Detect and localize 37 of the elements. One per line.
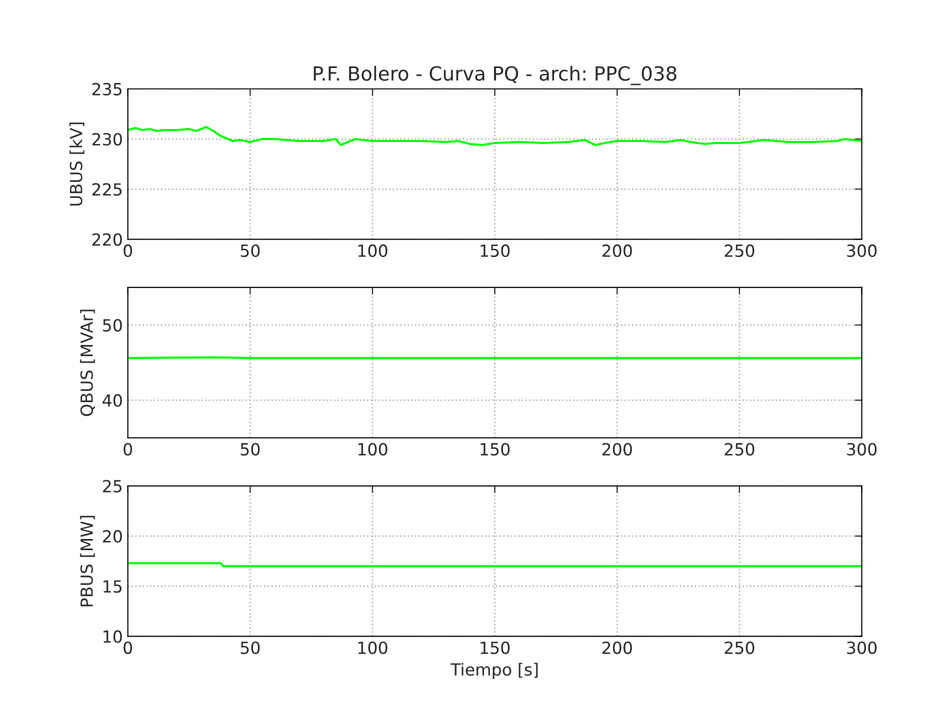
x-tick-label: 50 (240, 244, 260, 258)
y-axis-title: UBUS [kV] (69, 122, 84, 206)
x-tick-label: 0 (124, 442, 132, 456)
y-tick-label: 220 (92, 233, 122, 246)
y-axis-title: PBUS [MW] (80, 516, 95, 606)
x-tick-label: 100 (358, 442, 388, 456)
x-tick-label: 250 (724, 442, 754, 456)
y-tick-label: 20 (102, 530, 122, 543)
x-tick-label: 50 (240, 642, 260, 654)
y-tick-label: 50 (103, 318, 122, 332)
y-axis-title: QBUS [MVAr] (80, 310, 95, 416)
line-series (128, 126, 862, 146)
x-tick-label: 300 (847, 442, 877, 456)
y-tick-label: 225 (92, 183, 122, 196)
x-tick-label: 200 (602, 442, 632, 456)
x-tick-label: 300 (847, 244, 877, 258)
x-tick-label: 100 (358, 244, 388, 258)
x-tick-label: 200 (602, 642, 632, 654)
x-tick-label: 300 (847, 642, 877, 654)
y-tick-label: 25 (102, 480, 122, 493)
x-tick-label: 50 (240, 442, 260, 456)
x-tick-label: 150 (480, 244, 510, 258)
x-tick-label: 250 (724, 244, 754, 258)
x-tick-label: 150 (480, 442, 510, 456)
chart-title: P.F. Bolero - Curva PQ - arch: PPC_038 (314, 66, 676, 86)
x-tick-label: 0 (124, 642, 132, 654)
y-tick-label: 15 (104, 580, 122, 593)
y-tick-label: 230 (92, 132, 122, 146)
x-tick-label: 100 (358, 642, 388, 654)
x-axis-title: Tiempo [s] (450, 662, 538, 680)
y-tick-label: 235 (92, 82, 122, 96)
y-tick-label: 40 (102, 394, 122, 407)
x-tick-label: 250 (724, 642, 754, 654)
x-tick-label: 0 (124, 244, 132, 258)
x-tick-label: 150 (480, 642, 510, 654)
x-tick-label: 200 (602, 244, 632, 258)
y-tick-label: 10 (104, 630, 122, 643)
